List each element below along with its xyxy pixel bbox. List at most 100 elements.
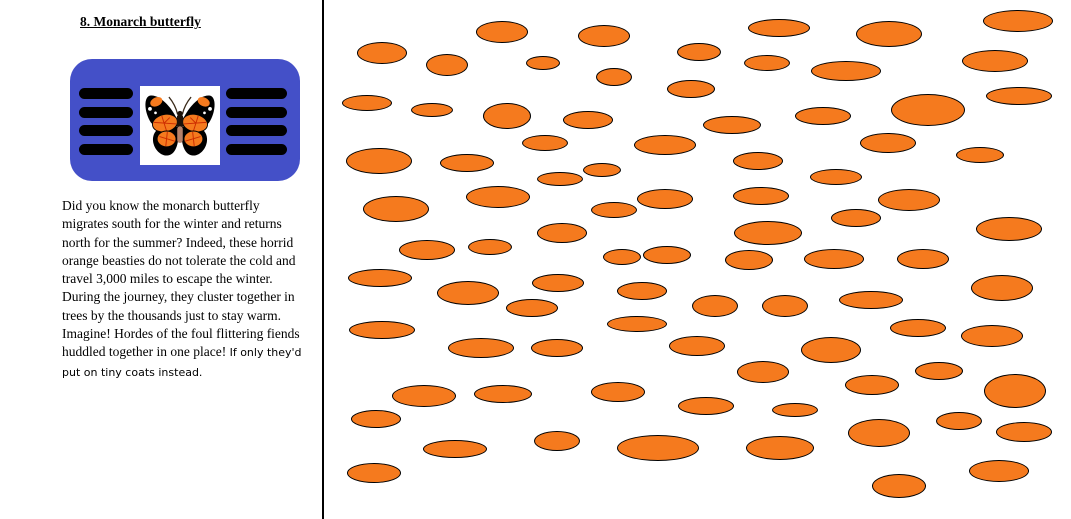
orange-oval[interactable] xyxy=(522,135,568,151)
orange-oval[interactable] xyxy=(423,440,487,458)
orange-oval[interactable] xyxy=(537,172,583,186)
orange-oval[interactable] xyxy=(603,249,641,265)
orange-oval[interactable] xyxy=(596,68,632,86)
orange-oval[interactable] xyxy=(845,375,899,395)
card-bar xyxy=(79,144,133,155)
orange-oval[interactable] xyxy=(563,111,613,129)
orange-oval[interactable] xyxy=(483,103,531,129)
orange-oval[interactable] xyxy=(351,410,401,428)
orange-oval[interactable] xyxy=(897,249,949,269)
orange-oval[interactable] xyxy=(476,21,528,43)
orange-oval[interactable] xyxy=(890,319,946,337)
orange-oval[interactable] xyxy=(856,21,922,47)
orange-oval[interactable] xyxy=(634,135,696,155)
orange-oval[interactable] xyxy=(357,42,407,64)
orange-oval[interactable] xyxy=(976,217,1042,241)
card-bar xyxy=(79,88,133,99)
orange-oval[interactable] xyxy=(748,19,810,37)
orange-oval[interactable] xyxy=(804,249,864,269)
butterfly-icon xyxy=(145,95,215,156)
orange-oval[interactable] xyxy=(936,412,982,430)
orange-oval[interactable] xyxy=(399,240,455,260)
orange-oval[interactable] xyxy=(737,361,789,383)
orange-oval[interactable] xyxy=(971,275,1033,301)
orange-oval[interactable] xyxy=(678,397,734,415)
card-bar xyxy=(226,88,287,99)
orange-oval[interactable] xyxy=(839,291,903,309)
orange-oval[interactable] xyxy=(532,274,584,292)
orange-oval[interactable] xyxy=(746,436,814,460)
orange-oval[interactable] xyxy=(506,299,558,317)
orange-oval[interactable] xyxy=(591,382,645,402)
info-paragraph: Did you know the monarch butterfly migra… xyxy=(62,197,305,382)
orange-oval[interactable] xyxy=(468,239,512,255)
orange-oval[interactable] xyxy=(956,147,1004,163)
orange-oval[interactable] xyxy=(848,419,910,447)
page-title: 8. Monarch butterfly xyxy=(80,14,201,29)
orange-oval[interactable] xyxy=(733,152,783,170)
orange-oval[interactable] xyxy=(643,246,691,264)
orange-oval[interactable] xyxy=(617,282,667,300)
orange-oval[interactable] xyxy=(526,56,560,70)
card-bar xyxy=(79,107,133,118)
orange-oval[interactable] xyxy=(891,94,965,126)
orange-oval[interactable] xyxy=(734,221,802,245)
orange-oval[interactable] xyxy=(607,316,667,332)
card-bar xyxy=(226,144,287,155)
orange-oval[interactable] xyxy=(677,43,721,61)
orange-oval[interactable] xyxy=(437,281,499,305)
orange-oval[interactable] xyxy=(915,362,963,380)
orange-oval[interactable] xyxy=(348,269,412,287)
orange-oval[interactable] xyxy=(342,95,392,111)
orange-oval[interactable] xyxy=(448,338,514,358)
card-bar xyxy=(226,125,287,136)
orange-oval[interactable] xyxy=(984,374,1046,408)
orange-oval[interactable] xyxy=(831,209,881,227)
orange-oval[interactable] xyxy=(962,50,1028,72)
orange-oval[interactable] xyxy=(531,339,583,357)
orange-oval[interactable] xyxy=(578,25,630,47)
orange-oval[interactable] xyxy=(703,116,761,134)
orange-oval[interactable] xyxy=(811,61,881,81)
orange-oval[interactable] xyxy=(810,169,862,185)
orange-oval[interactable] xyxy=(474,385,532,403)
orange-oval[interactable] xyxy=(872,474,926,498)
orange-oval[interactable] xyxy=(669,336,725,356)
orange-oval[interactable] xyxy=(969,460,1029,482)
orange-oval[interactable] xyxy=(411,103,453,117)
orange-oval[interactable] xyxy=(744,55,790,71)
orange-oval[interactable] xyxy=(961,325,1023,347)
orange-oval[interactable] xyxy=(346,148,412,174)
monarch-butterfly-image xyxy=(140,86,220,165)
panel-divider xyxy=(322,0,324,519)
orange-oval[interactable] xyxy=(878,189,940,211)
orange-oval[interactable] xyxy=(349,321,415,339)
orange-oval[interactable] xyxy=(983,10,1053,32)
orange-oval[interactable] xyxy=(795,107,851,125)
orange-oval[interactable] xyxy=(591,202,637,218)
orange-oval[interactable] xyxy=(392,385,456,407)
card-bar xyxy=(79,125,133,136)
orange-oval[interactable] xyxy=(772,403,818,417)
orange-oval[interactable] xyxy=(583,163,621,177)
orange-oval[interactable] xyxy=(466,186,530,208)
orange-oval[interactable] xyxy=(617,435,699,461)
orange-oval[interactable] xyxy=(637,189,693,209)
orange-oval[interactable] xyxy=(440,154,494,172)
orange-oval[interactable] xyxy=(725,250,773,270)
orange-oval[interactable] xyxy=(733,187,789,205)
orange-oval[interactable] xyxy=(426,54,468,76)
orange-oval[interactable] xyxy=(996,422,1052,442)
orange-oval[interactable] xyxy=(347,463,401,483)
orange-oval[interactable] xyxy=(667,80,715,98)
orange-oval[interactable] xyxy=(537,223,587,243)
orange-oval[interactable] xyxy=(860,133,916,153)
orange-oval[interactable] xyxy=(801,337,861,363)
orange-oval[interactable] xyxy=(363,196,429,222)
orange-oval[interactable] xyxy=(762,295,808,317)
orange-oval[interactable] xyxy=(986,87,1052,105)
orange-oval[interactable] xyxy=(534,431,580,451)
orange-oval[interactable] xyxy=(692,295,738,317)
paragraph-handwritten-text: If only they'd put on tiny coats instead… xyxy=(62,346,302,379)
